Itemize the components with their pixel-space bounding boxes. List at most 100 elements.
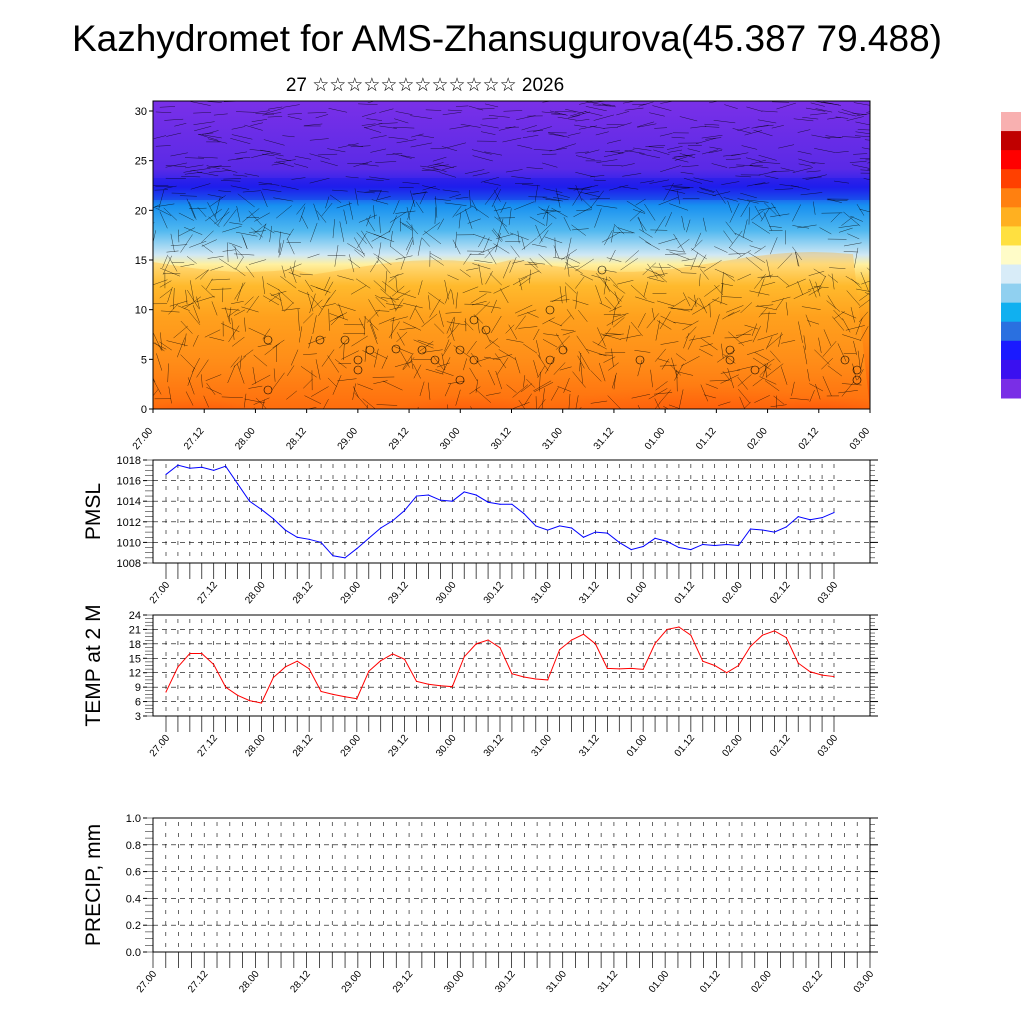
wind-barb bbox=[557, 116, 577, 121]
wind-barb bbox=[370, 135, 387, 139]
wind-barb bbox=[452, 316, 456, 332]
wind-barb bbox=[442, 112, 462, 116]
wind-barb bbox=[857, 369, 864, 381]
calm-circle bbox=[263, 335, 273, 345]
wind-barb bbox=[548, 132, 570, 138]
colorbar-swatch bbox=[1001, 264, 1021, 285]
y-tick-label: 0.2 bbox=[126, 920, 141, 932]
wind-barb bbox=[642, 262, 657, 276]
wind-barb bbox=[239, 355, 242, 370]
wind-barb bbox=[391, 317, 394, 339]
wind-barb bbox=[488, 115, 510, 118]
colorbar-swatch bbox=[1001, 169, 1021, 189]
wind-barb bbox=[703, 394, 716, 399]
wind-barb bbox=[654, 348, 667, 362]
wind-barb bbox=[429, 299, 441, 318]
wind-barb bbox=[864, 139, 870, 141]
wind-barb bbox=[176, 337, 186, 358]
wind-barb bbox=[598, 362, 606, 382]
wind-barb bbox=[234, 267, 246, 277]
wind-barb bbox=[517, 230, 520, 244]
wind-barb bbox=[227, 365, 236, 384]
wind-barb bbox=[489, 339, 500, 348]
wind-barb bbox=[164, 118, 184, 121]
wind-barb bbox=[754, 245, 766, 254]
wind-barb bbox=[514, 357, 521, 374]
pmsl-data-point bbox=[201, 466, 203, 468]
wind-barb bbox=[193, 121, 215, 125]
wind-barb bbox=[575, 155, 595, 161]
wind-barb bbox=[720, 369, 740, 374]
wind-barb bbox=[616, 122, 632, 128]
wind-barb bbox=[679, 116, 698, 122]
wind-barb bbox=[435, 196, 438, 218]
wind-barb bbox=[709, 304, 711, 318]
pmsl-data-point bbox=[654, 537, 656, 539]
wind-barb bbox=[802, 117, 819, 120]
wind-barb bbox=[658, 238, 678, 245]
wind-barb bbox=[327, 148, 346, 153]
wind-barb bbox=[553, 362, 566, 375]
wind-barb bbox=[559, 286, 563, 304]
wind-barb bbox=[389, 273, 404, 279]
wind-barb bbox=[263, 226, 275, 234]
temp-data-point bbox=[547, 679, 549, 681]
wind-barb bbox=[690, 252, 699, 271]
hot-spot bbox=[730, 339, 870, 409]
wind-barb bbox=[526, 167, 543, 170]
wind-barb bbox=[399, 221, 413, 229]
wind-barb bbox=[185, 164, 204, 169]
wind-barb bbox=[600, 333, 622, 340]
wind-barb bbox=[307, 291, 314, 312]
wind-barb bbox=[310, 295, 323, 310]
wind-barb bbox=[267, 106, 283, 110]
calm-circle bbox=[635, 355, 645, 365]
wind-barb bbox=[442, 165, 457, 171]
temp-data-point bbox=[726, 672, 728, 674]
wind-barb bbox=[571, 111, 590, 118]
x-tick-label: 01.12 bbox=[694, 426, 719, 453]
wind-barb bbox=[830, 212, 841, 223]
x-tick-label: 29.00 bbox=[339, 580, 364, 607]
wind-barb bbox=[328, 308, 330, 331]
colorbar-swatch bbox=[1001, 207, 1021, 227]
wind-barb bbox=[572, 371, 586, 388]
wind-barb bbox=[380, 288, 396, 303]
y-tick-label: 0.0 bbox=[126, 947, 141, 959]
wind-barb bbox=[727, 310, 741, 317]
wind-barb bbox=[543, 188, 563, 193]
wind-barb bbox=[609, 305, 622, 312]
wind-barb bbox=[572, 299, 589, 306]
wind-barb bbox=[502, 137, 522, 143]
pmsl-data-point bbox=[559, 525, 561, 527]
wind-barb bbox=[586, 349, 607, 357]
wind-barb bbox=[631, 393, 651, 399]
temp-data-point bbox=[797, 662, 799, 664]
wind-barb bbox=[410, 190, 416, 208]
wind-barb bbox=[754, 351, 770, 361]
wind-barb bbox=[273, 230, 291, 235]
wind-barb bbox=[674, 156, 688, 161]
temp-data-point bbox=[201, 652, 203, 655]
wind-barb bbox=[695, 137, 717, 145]
temp-data-point bbox=[463, 656, 465, 658]
wind-barb bbox=[801, 306, 821, 310]
wind-barb bbox=[187, 289, 200, 309]
wind-barb bbox=[206, 165, 220, 170]
wind-barb bbox=[809, 279, 817, 298]
wind-barb bbox=[205, 278, 213, 290]
wind-barb bbox=[571, 224, 586, 236]
wind-barb bbox=[482, 237, 490, 253]
wind-barb bbox=[361, 230, 373, 249]
wind-barb bbox=[708, 150, 723, 154]
wind-barb bbox=[263, 139, 285, 146]
wind-barb bbox=[608, 276, 618, 287]
wind-barb bbox=[270, 290, 287, 296]
wind-barb bbox=[431, 167, 447, 172]
temp-data-point bbox=[594, 643, 597, 645]
wind-barb bbox=[379, 125, 397, 129]
wind-barb bbox=[821, 357, 833, 370]
wind-barb bbox=[184, 157, 204, 159]
precip-panel: 0.0 0.2 0.4 0.6 0.8 1.0 PRECIP, mm 27.00 27.12 28… bbox=[82, 813, 878, 995]
wind-barb bbox=[321, 349, 335, 367]
